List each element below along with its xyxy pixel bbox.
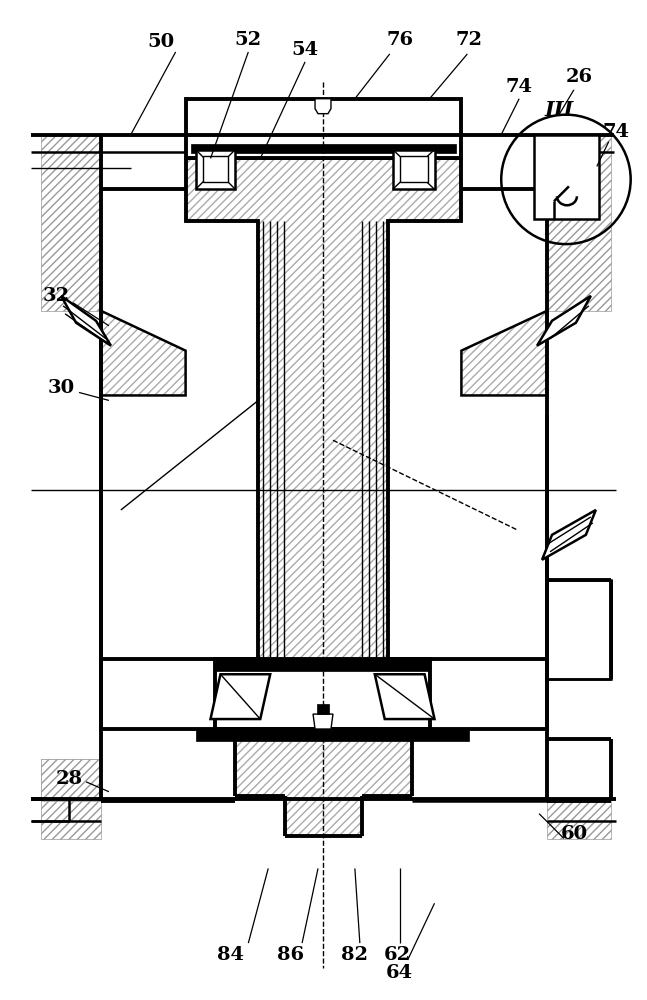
Text: 26: 26: [565, 68, 593, 86]
Polygon shape: [400, 156, 428, 182]
Text: 64: 64: [386, 964, 413, 982]
Polygon shape: [547, 580, 611, 679]
Text: 62: 62: [384, 946, 411, 964]
Text: 28: 28: [56, 770, 83, 788]
Text: 30: 30: [48, 379, 74, 397]
Text: 72: 72: [456, 31, 483, 49]
Polygon shape: [315, 99, 331, 114]
Polygon shape: [186, 158, 461, 729]
Text: 54: 54: [292, 41, 318, 59]
Polygon shape: [210, 674, 270, 719]
Polygon shape: [338, 99, 461, 158]
Polygon shape: [41, 759, 101, 839]
Polygon shape: [101, 311, 186, 395]
Text: 82: 82: [342, 946, 368, 964]
Text: 84: 84: [217, 946, 244, 964]
Polygon shape: [547, 135, 611, 311]
Text: III: III: [544, 100, 574, 120]
Text: 50: 50: [147, 33, 174, 51]
Polygon shape: [537, 296, 591, 346]
Polygon shape: [317, 704, 329, 714]
Polygon shape: [195, 150, 236, 189]
Polygon shape: [375, 674, 435, 719]
Bar: [101, 659, 547, 729]
Polygon shape: [547, 759, 611, 839]
Polygon shape: [547, 739, 611, 801]
Polygon shape: [534, 135, 599, 219]
Polygon shape: [61, 296, 111, 346]
Text: 32: 32: [43, 287, 70, 305]
Polygon shape: [461, 311, 547, 395]
Text: 86: 86: [276, 946, 303, 964]
Polygon shape: [393, 150, 435, 189]
Bar: [186, 99, 461, 158]
Bar: [191, 144, 456, 153]
Polygon shape: [41, 135, 101, 311]
Text: 74: 74: [602, 123, 630, 141]
Polygon shape: [236, 741, 411, 836]
Bar: [215, 659, 430, 671]
Text: 60: 60: [560, 825, 587, 843]
Polygon shape: [547, 759, 596, 801]
Polygon shape: [203, 156, 228, 182]
Text: 74: 74: [506, 78, 532, 96]
Polygon shape: [313, 714, 333, 729]
Text: 52: 52: [235, 31, 262, 49]
Polygon shape: [41, 759, 101, 801]
Polygon shape: [186, 99, 308, 158]
Text: 76: 76: [386, 31, 413, 49]
Polygon shape: [534, 135, 599, 219]
Polygon shape: [542, 510, 596, 560]
Bar: [195, 729, 469, 741]
